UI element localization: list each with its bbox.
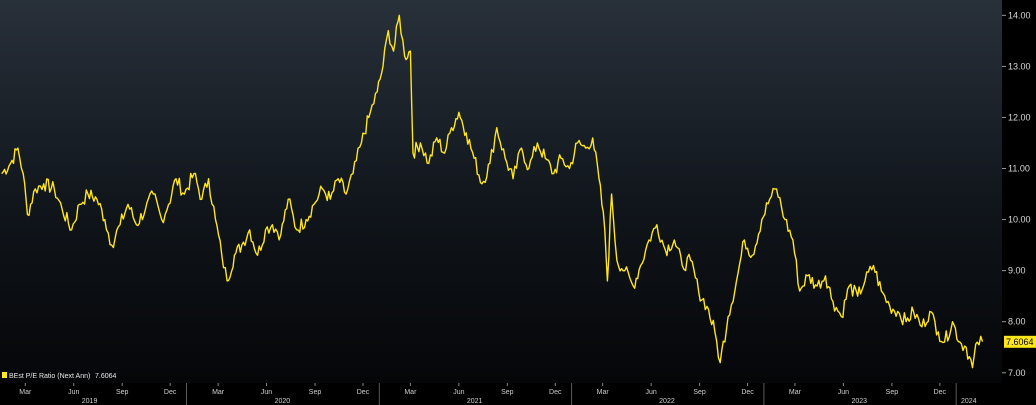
x-tick-label: Jun [645, 389, 656, 396]
legend-swatch [2, 372, 7, 378]
x-tick-label: Dec [549, 389, 562, 396]
x-tick-label: Mar [404, 389, 417, 396]
x-axis: Mar Jun Sep Dec Mar Jun Sep Dec Mar Jun Sep Dec Mar J… [19, 383, 977, 405]
y-tick-label: 12.00 [1008, 112, 1031, 122]
x-tick-label: Jun [261, 389, 272, 396]
x-tick-label: Sep [116, 389, 129, 396]
x-tick-label: Sep [886, 389, 899, 396]
last-value-box [1004, 335, 1036, 348]
y-tick-label: 14.00 [1008, 10, 1031, 20]
x-tick-label: Mar [789, 389, 802, 396]
legend: BEst P/E Ratio (Next Ann) 7.6064 [2, 372, 117, 380]
x-tick-label: Dec [357, 389, 370, 396]
x-tick-label: Jun [838, 389, 849, 396]
pe-ratio-series-line [1, 14, 984, 369]
y-axis: 7.00 8.00 9.00 10.00 11.00 12.00 13.00 14.00 [1002, 10, 1031, 378]
last-value-tag: 7.6064 [1004, 335, 1036, 348]
y-tick-label: 13.00 [1008, 61, 1031, 71]
x-year-label: 2019 [82, 398, 98, 405]
x-year-label: 2024 [961, 398, 977, 405]
legend-series-value: 7.6064 [95, 373, 117, 380]
y-tick-label: 7.00 [1008, 368, 1026, 378]
x-tick-label: Sep [501, 389, 514, 396]
x-tick-label: Dec [741, 389, 754, 396]
legend-series-name: BEst P/E Ratio (Next Ann) [9, 373, 90, 380]
y-tick-label: 8.00 [1008, 317, 1026, 327]
x-tick-label: Dec [934, 389, 947, 396]
y-tick-label: 11.00 [1008, 164, 1030, 174]
x-tick-label: Sep [693, 389, 706, 396]
x-tick-label: Mar [19, 389, 32, 396]
bottom-axis-background [0, 383, 1002, 405]
x-year-label: 2020 [275, 398, 291, 405]
y-tick-label: 10.00 [1008, 215, 1031, 225]
y-tick-label: 9.00 [1008, 266, 1026, 276]
x-tick-label: Jun [68, 389, 79, 396]
x-tick-label: Dec [164, 389, 177, 396]
x-tick-label: Mar [212, 389, 225, 396]
x-tick-label: Jun [453, 389, 464, 396]
last-value-label: 7.6064 [1006, 337, 1034, 347]
x-year-label: 2022 [659, 398, 675, 405]
x-year-label: 2021 [467, 398, 483, 405]
x-year-label: 2023 [851, 398, 867, 405]
year-dividers [185, 383, 957, 405]
plot-background [0, 0, 1002, 383]
x-tick-label: Mar [597, 389, 610, 396]
x-tick-label: Sep [309, 389, 322, 396]
